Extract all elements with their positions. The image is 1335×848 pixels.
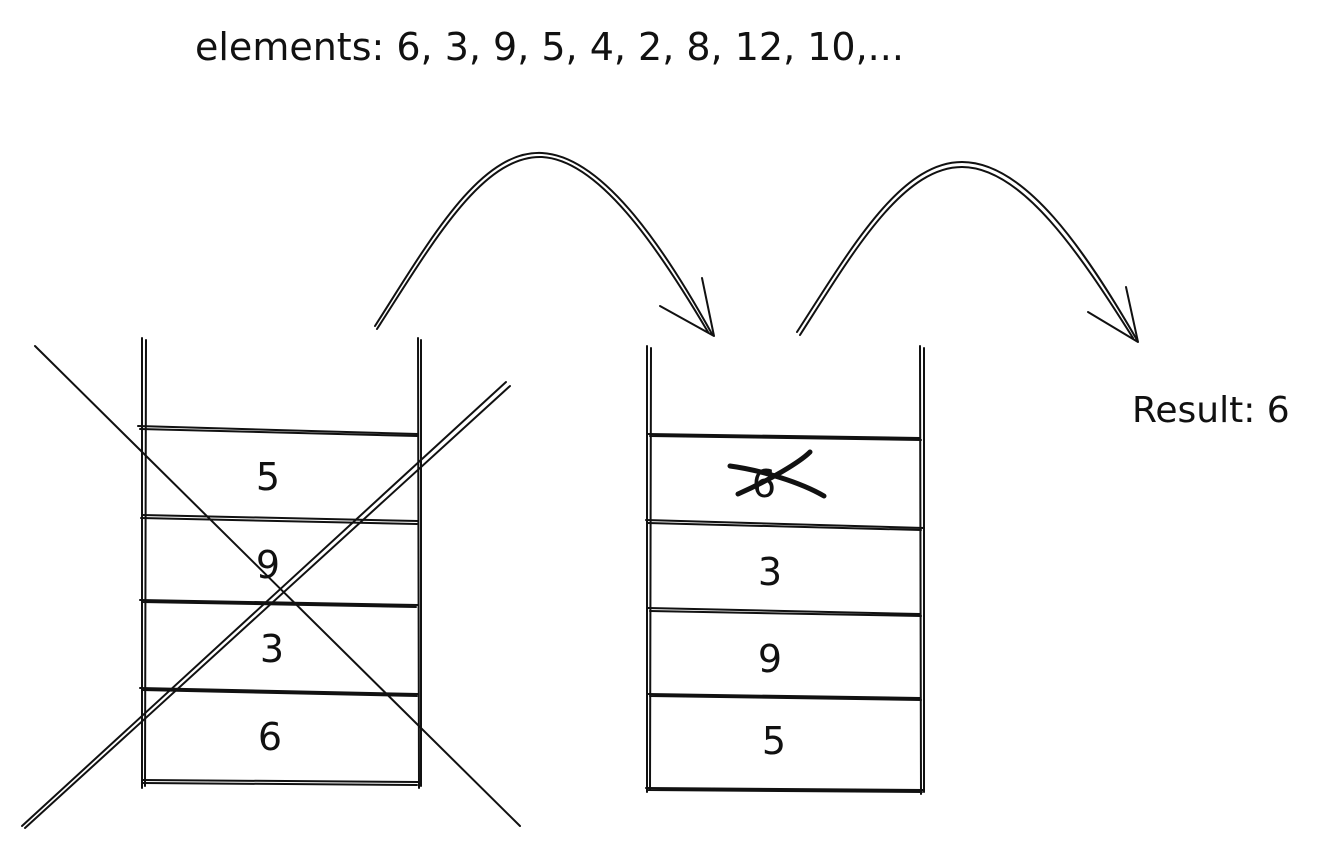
stack-new-cell-value: 9 bbox=[758, 637, 782, 681]
stack-old: 5 9 3 6 bbox=[21, 337, 521, 829]
stack-new-divider bbox=[645, 787, 925, 793]
stack-old-divider bbox=[139, 687, 419, 697]
elements-list-text: elements: 6, 3, 9, 5, 4, 2, 8, 12, 10,..… bbox=[195, 25, 904, 69]
stack-old-cell-value: 9 bbox=[256, 543, 280, 587]
arc-arrow bbox=[796, 161, 1138, 341]
arrow-stack-to-result bbox=[796, 161, 1139, 343]
stack-new-right-wall bbox=[919, 345, 925, 795]
arc-arrow bbox=[799, 166, 1134, 339]
stack-old-divider bbox=[137, 425, 419, 437]
arc-arrow bbox=[376, 155, 709, 333]
stack-new-cell-value: 5 bbox=[762, 719, 786, 763]
stack-old-divider bbox=[139, 599, 419, 608]
stack-old-cell-value: 6 bbox=[258, 715, 282, 759]
stack-new-cell-value: 3 bbox=[758, 550, 782, 594]
stack-old-right-wall bbox=[417, 337, 422, 789]
strike-scribble bbox=[735, 449, 813, 497]
cross-out-line bbox=[21, 381, 511, 829]
stack-new-divider bbox=[647, 607, 922, 617]
arc-arrow bbox=[374, 151, 713, 335]
stack-old-cell-value: 3 bbox=[260, 627, 284, 671]
strike-scribble bbox=[727, 463, 827, 499]
stack-new: 6 3 9 5 bbox=[645, 345, 925, 795]
stack-new-divider bbox=[647, 433, 922, 441]
cross-out-line bbox=[34, 345, 521, 827]
result-label: Result: 6 bbox=[1132, 390, 1290, 431]
arrowhead bbox=[1087, 286, 1139, 343]
stack-old-divider bbox=[141, 779, 419, 786]
arrowhead bbox=[659, 277, 715, 337]
stack-new-divider bbox=[647, 693, 922, 701]
stack-new-left-wall bbox=[646, 345, 652, 793]
stack-old-cell-value: 5 bbox=[256, 455, 280, 499]
stack-new-divider bbox=[645, 519, 925, 531]
stack-old-divider bbox=[140, 514, 419, 525]
arrow-left-to-right-stack bbox=[374, 151, 715, 337]
